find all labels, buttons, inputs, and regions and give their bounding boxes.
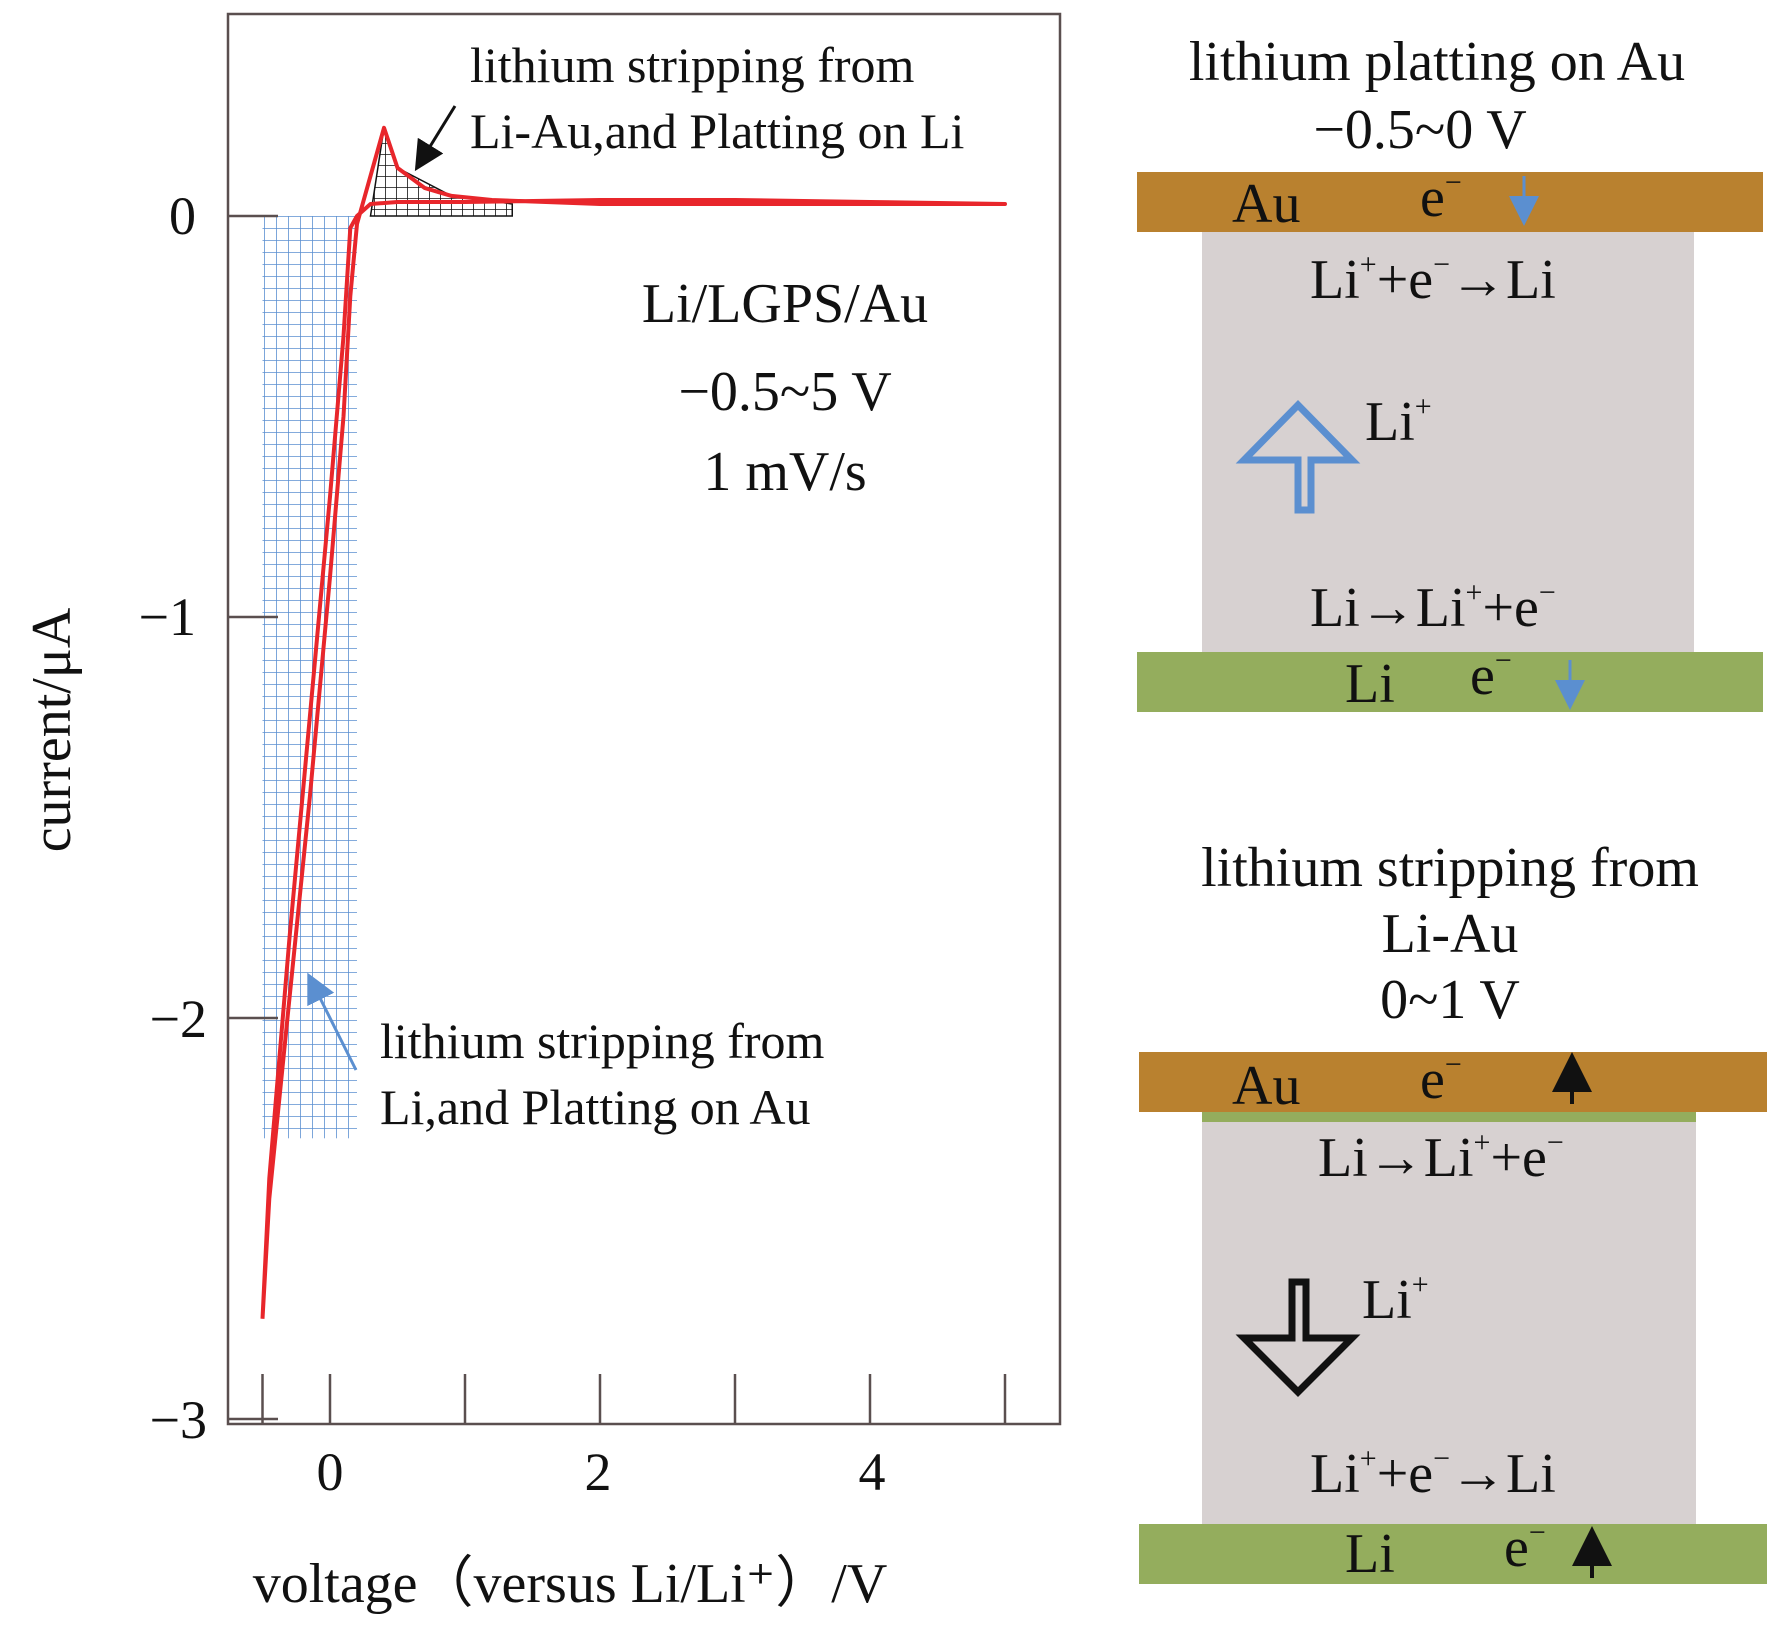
- annotation-bottom-arrow: [307, 972, 358, 1071]
- x-axis-label: voltage（versus Li/Li⁺）/V: [253, 1553, 888, 1615]
- plot-frame: [226, 12, 1062, 1426]
- annotation-top-line-2: Li-Au,and Platting on Li: [470, 103, 964, 159]
- reaction-bottom-stripping: Li→Li++e−: [1310, 576, 1556, 639]
- li-ion-down-arrow-icon: [1235, 1278, 1361, 1397]
- li-electrode-bottom: [1139, 1524, 1767, 1584]
- axis-ticks: [228, 214, 1007, 1424]
- cv-chart: 0 −1 −2 −3 0 2 4 voltage（versus Li/Li⁺）/…: [21, 12, 1062, 1615]
- au-label-bottom: Au: [1232, 1055, 1300, 1117]
- schematic-bottom-title-1: lithium stripping from: [1201, 837, 1699, 899]
- reaction-top-plating: Li++e−→Li: [1310, 248, 1556, 311]
- series-layer: [260, 125, 1007, 1319]
- au-electrode-top: [1137, 172, 1763, 232]
- schematic-bottom-title-2: Li-Au: [1382, 903, 1519, 965]
- electrolyte-top: [1202, 230, 1694, 654]
- li-ion-label-top: Li+: [1365, 390, 1432, 453]
- y-tick-label-3: −3: [150, 1390, 207, 1450]
- cv-curve-series-0: [260, 125, 1007, 1319]
- li-electrode-top: [1137, 652, 1763, 712]
- schematic-top-title-2: −0.5~0 V: [1313, 99, 1526, 161]
- y-axis-label: current/μA: [21, 607, 83, 852]
- reaction-top-stripping: Li→Li++e−: [1318, 1126, 1564, 1189]
- li-ion-up-arrow-icon: [1235, 400, 1361, 514]
- voltage-range-label: −0.5~5 V: [678, 361, 891, 423]
- electrolyte-bottom: [1202, 1120, 1696, 1546]
- y-tick-label-2: −2: [150, 989, 207, 1049]
- electron-label-top-au: e−: [1420, 166, 1462, 229]
- li-ion-label-bottom: Li+: [1362, 1268, 1429, 1331]
- li-label-top: Li: [1345, 653, 1395, 715]
- scan-rate-label: 1 mV/s: [703, 441, 866, 503]
- shaded-regions: [262, 127, 513, 1139]
- y-tick-label-1: −1: [139, 587, 196, 647]
- schematic-stripping: lithium stripping from Li-Au 0~1 V Au e−…: [1139, 837, 1767, 1585]
- schematic-top-title-1: lithium platting on Au: [1189, 31, 1685, 93]
- x-tick-label-2: 4: [859, 1442, 886, 1502]
- li-label-bottom: Li: [1345, 1523, 1395, 1585]
- schematic-plating: lithium platting on Au −0.5~0 V Au e− Li…: [1137, 31, 1763, 715]
- electron-label-bottom-li: e−: [1504, 1516, 1546, 1579]
- annotation-top-line-1: lithium stripping from: [470, 37, 915, 93]
- annotation-bottom-line-1: lithium stripping from: [380, 1013, 825, 1069]
- reaction-bottom-plating: Li++e−→Li: [1310, 1442, 1556, 1505]
- annotation-top-arrow: [414, 105, 457, 172]
- au-electrode-bottom: [1139, 1052, 1767, 1112]
- schematic-bottom-title-3: 0~1 V: [1380, 969, 1520, 1031]
- cell-label: Li/LGPS/Au: [642, 273, 928, 335]
- x-tick-label-0: 0: [317, 1442, 344, 1502]
- annotation-bottom-line-2: Li,and Platting on Au: [380, 1079, 811, 1135]
- electron-label-bottom-au: e−: [1420, 1048, 1462, 1111]
- au-label-top: Au: [1232, 173, 1300, 235]
- electron-label-top-li: e−: [1470, 644, 1512, 707]
- y-tick-label-0: 0: [169, 186, 196, 246]
- x-tick-label-1: 2: [585, 1442, 612, 1502]
